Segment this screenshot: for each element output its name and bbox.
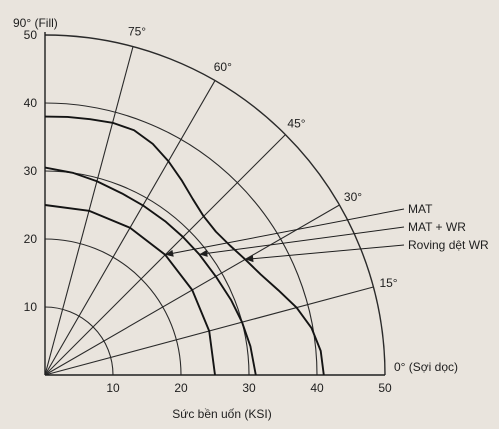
annotation-leader [199,226,405,255]
series-line-3 [44,115,325,376]
x-tick-label: 40 [310,381,324,395]
series-label: MAT + WR [408,220,466,234]
x-tick-label: 30 [242,381,256,395]
angle-label-15: 15° [379,276,397,290]
series-line-1 [44,204,216,376]
series-label: MAT [408,202,433,216]
x-axis-title: Sức bền uốn (KSI) [172,407,271,421]
x-axis-end-label: 0° (Sợi dọc) [394,360,458,374]
series-label: Roving dệt WR [408,238,489,252]
y-tick-label: 40 [24,96,38,110]
annotation-arrowhead [199,249,208,257]
annotation-leader [165,208,405,256]
y-tick-label: 10 [24,300,38,314]
annotation-leader [245,244,405,260]
chart-labels: 90° (Fill) 0° (Sợi dọc) Sức bền uốn (KSI… [13,16,489,421]
y-tick-label: 50 [24,28,38,42]
y-tick-label: 30 [24,164,38,178]
angle-label-75: 75° [128,24,146,38]
chart-grid [44,34,386,376]
annotation-arrowhead [165,249,174,257]
angle-label-30: 30° [344,190,362,204]
y-tick-label: 20 [24,232,38,246]
series-line-2 [44,166,257,376]
x-tick-label: 10 [106,381,120,395]
y-axis-top-label: 90° (Fill) [13,16,58,30]
angle-label-60: 60° [214,60,232,74]
angle-label-45: 45° [287,117,305,131]
x-tick-label: 50 [378,381,392,395]
x-tick-label: 20 [174,381,188,395]
annotation-arrowhead [245,255,254,263]
chart-series [44,115,405,376]
